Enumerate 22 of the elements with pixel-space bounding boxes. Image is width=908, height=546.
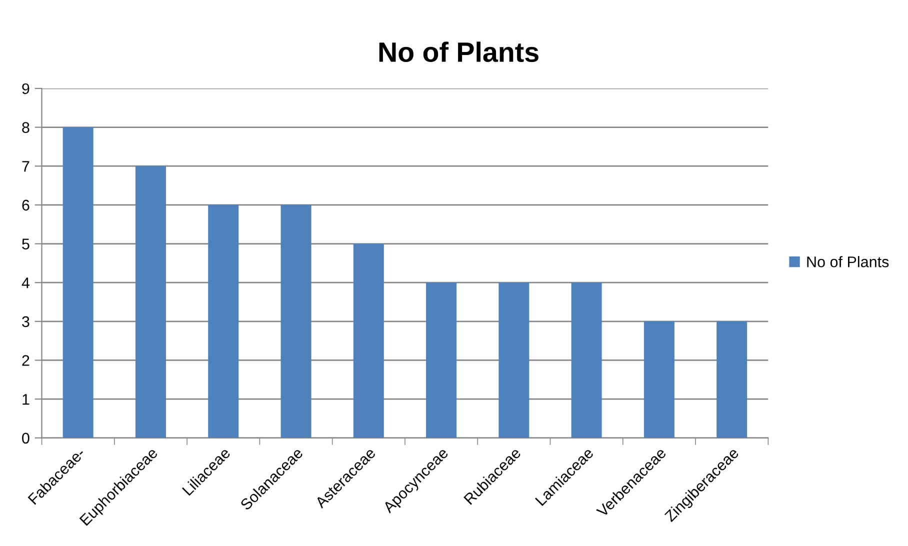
bar (571, 282, 602, 438)
y-tick-label: 8 (22, 122, 30, 133)
bar (716, 321, 748, 438)
bar (62, 127, 94, 438)
y-tick-label: 5 (22, 238, 30, 250)
bar (353, 244, 384, 438)
y-tick-label: 2 (22, 355, 30, 366)
bar (280, 204, 312, 438)
bar (135, 166, 166, 438)
legend-label: No of Plants (807, 256, 889, 268)
bar (498, 282, 530, 438)
y-tick-label: 7 (22, 161, 30, 172)
chart-title: No of Plants (379, 42, 538, 62)
y-tick-label: 6 (22, 200, 30, 211)
bar (208, 204, 239, 438)
y-tick-label: 3 (22, 316, 30, 328)
y-tick-label: 9 (22, 83, 30, 94)
bar (644, 321, 674, 438)
y-tick-label: 4 (22, 278, 30, 288)
bar (426, 282, 457, 438)
y-tick-label: 0 (22, 432, 30, 444)
y-tick-label: 1 (22, 394, 30, 405)
